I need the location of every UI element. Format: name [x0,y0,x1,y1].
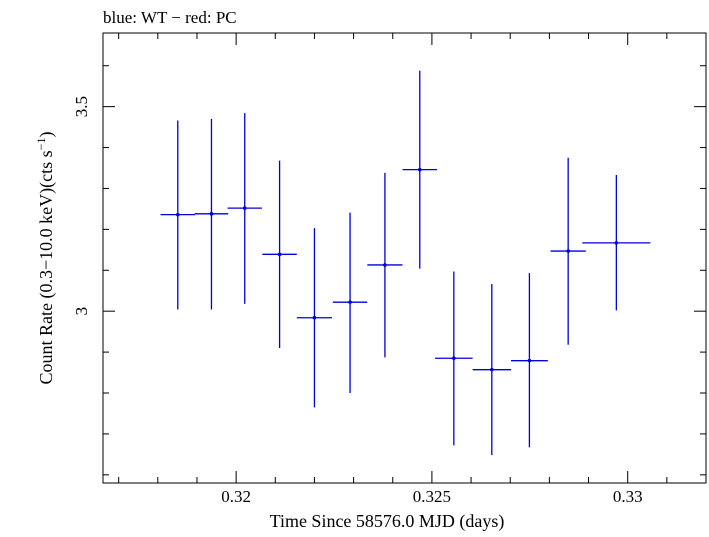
data-point [614,241,619,245]
data-point [383,263,387,267]
plot-frame [102,32,707,484]
data-point [312,315,317,320]
x-tick-label: 0.33 [613,487,643,506]
chart-title: blue: WT − red: PC [103,8,237,27]
data-point [348,300,352,304]
x-axis-label: Time Since 58576.0 MJD (days) [270,511,505,532]
y-tick-label: 3.5 [72,96,91,117]
series-0 [160,70,651,456]
data-point [277,252,282,257]
data-point [527,358,532,363]
axis-ticks: 0.32 0.325 0.33 3 3.5 [72,33,707,506]
data-point [452,356,456,361]
y-axis-label: Count Rate (0.3−10.0 keV)(cts s−1) [34,132,57,385]
data-series [160,70,651,456]
data-point [417,167,422,172]
y-axis-label-exponent: −1 [34,138,48,151]
x-tick-label: 0.32 [221,487,251,506]
data-point [242,206,247,210]
x-tick-label: 0.325 [413,487,451,506]
data-point [566,249,570,253]
y-axis-label-close: ) [36,132,57,138]
data-point [490,367,494,372]
y-axis-label-main: Count Rate (0.3−10.0 keV)(cts s [36,150,57,384]
data-point [175,212,180,217]
data-point [209,212,214,216]
y-tick-label: 3 [72,307,91,316]
